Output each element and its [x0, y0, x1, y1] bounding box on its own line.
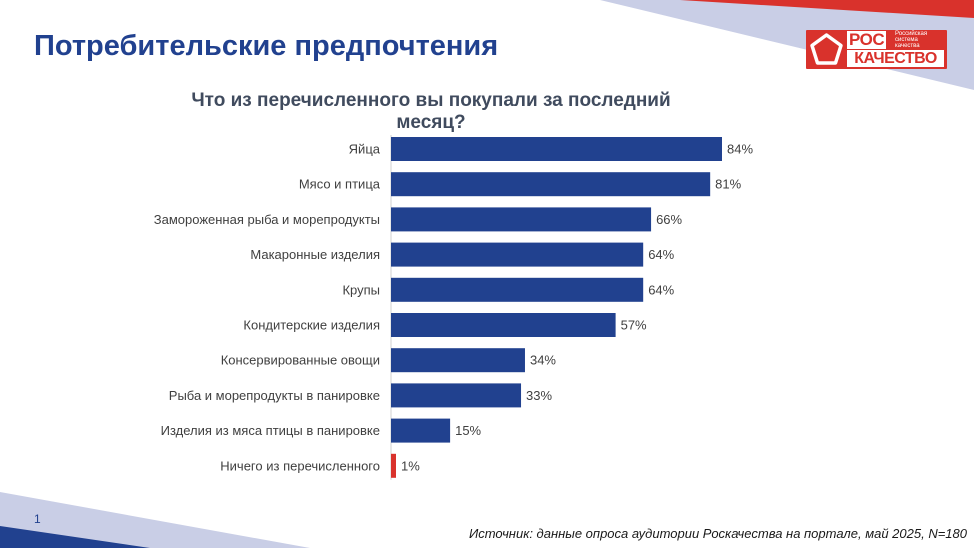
chart-title: Что из перечисленного вы покупали за пос… [191, 90, 671, 133]
data-label: 15% [455, 423, 481, 438]
source-note: Источник: данные опроса аудитории Роскач… [468, 526, 967, 541]
logo-tagline: Российская система качества [895, 31, 928, 49]
data-label: 64% [648, 282, 674, 297]
pentagon-icon [810, 33, 843, 65]
bar [391, 453, 396, 478]
category-label: Яйца [349, 142, 381, 157]
data-label: 84% [727, 142, 753, 157]
category-label: Изделия из мяса птицы в панировке [161, 423, 380, 438]
bar [391, 137, 722, 161]
data-label: 64% [648, 247, 674, 262]
data-label: 57% [621, 318, 647, 333]
bar [391, 418, 451, 443]
category-label: Консервированные овощи [221, 353, 380, 368]
category-label: Крупы [342, 282, 380, 297]
data-label: 33% [526, 388, 552, 403]
category-label: Рыба и морепродукты в панировке [169, 388, 380, 403]
data-label: 66% [656, 212, 682, 227]
data-label: 81% [715, 177, 741, 192]
category-label: Макаронные изделия [250, 247, 380, 262]
bar [391, 313, 616, 337]
page-title: Потребительские предпочтения [34, 30, 499, 62]
data-label: 1% [401, 458, 420, 473]
bar [391, 242, 644, 267]
category-label: Кондитерские изделия [243, 318, 380, 333]
bar [391, 277, 644, 302]
data-label: 34% [530, 353, 556, 368]
bar [391, 172, 711, 197]
roskachestvo-logo: РОС Российская система качества КАЧЕСТВО [806, 30, 947, 69]
logo-ros-text: РОС [847, 30, 887, 49]
bar [391, 207, 652, 232]
logo-kachestvo-text: КАЧЕСТВО [847, 50, 944, 67]
bar [391, 348, 525, 373]
category-label: Мясо и птица [299, 177, 381, 192]
category-label: Замороженная рыба и морепродукты [154, 212, 380, 227]
category-label: Ничего из перечисленного [220, 458, 380, 473]
bar [391, 383, 522, 408]
page-number: 1 [34, 512, 41, 526]
